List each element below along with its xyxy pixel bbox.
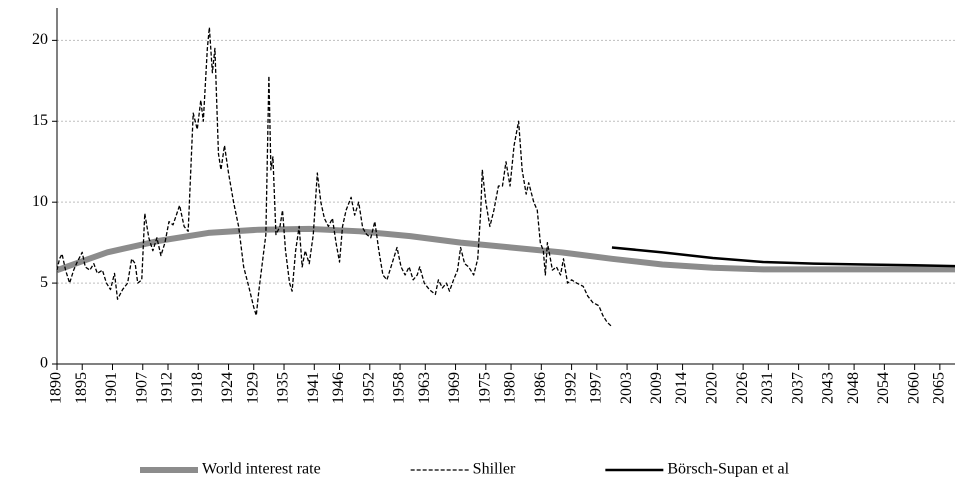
x-tick-label: 2043 — [820, 372, 837, 404]
x-tick-label: 1901 — [103, 372, 120, 404]
y-tick-label: 0 — [40, 355, 48, 372]
y-tick-label: 10 — [32, 193, 48, 210]
x-tick-label: 1907 — [133, 372, 150, 404]
x-tick-label: 1986 — [532, 372, 549, 404]
x-tick-label: 2060 — [905, 372, 922, 404]
x-tick-label: 2031 — [759, 372, 776, 404]
x-tick-label: 1963 — [416, 372, 433, 404]
x-tick-label: 1918 — [189, 372, 206, 404]
x-tick-label: 2065 — [931, 372, 948, 404]
x-tick-label: 1975 — [476, 372, 493, 404]
x-tick-label: 2020 — [704, 372, 721, 404]
x-tick-label: 1929 — [244, 372, 261, 404]
x-tick-label: 2009 — [648, 372, 665, 404]
y-tick-label: 15 — [32, 112, 48, 129]
legend-label: Börsch-Supan et al — [667, 461, 789, 478]
x-tick-label: 1992 — [562, 372, 579, 404]
x-tick-label: 1924 — [219, 372, 236, 404]
line-series — [56, 26, 613, 328]
x-tick-label: 2048 — [845, 372, 862, 404]
legend-label: World interest rate — [202, 461, 321, 478]
x-tick-label: 1952 — [360, 372, 377, 404]
legend-label: Shiller — [473, 461, 516, 478]
x-tick-label: 2003 — [618, 372, 635, 404]
x-tick-label: 1997 — [587, 372, 604, 404]
x-tick-label: 2026 — [734, 372, 751, 404]
x-tick-label: 1935 — [275, 372, 292, 404]
x-tick-label: 2037 — [789, 372, 806, 404]
x-tick-label: 1912 — [159, 372, 176, 404]
x-tick-label: 1890 — [48, 372, 65, 404]
x-tick-label: 1969 — [446, 372, 463, 404]
x-tick-label: 1895 — [73, 372, 90, 404]
y-tick-label: 5 — [40, 274, 48, 291]
x-tick-label: 2054 — [875, 372, 892, 404]
x-tick-label: 2014 — [673, 372, 690, 404]
x-tick-label: 1958 — [391, 372, 408, 404]
line-series — [611, 246, 956, 268]
line-series — [56, 225, 955, 273]
y-tick-label: 20 — [32, 31, 48, 48]
x-tick-label: 1946 — [330, 372, 347, 404]
x-tick-label: 1941 — [305, 372, 322, 404]
x-tick-label: 1980 — [502, 372, 519, 404]
